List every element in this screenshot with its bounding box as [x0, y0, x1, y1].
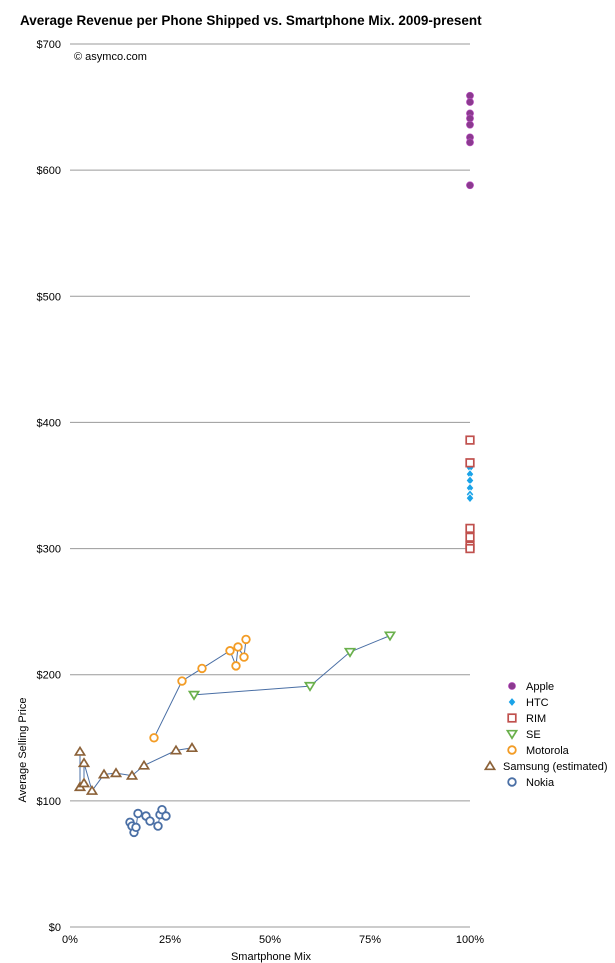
data-point-nokia — [157, 804, 167, 815]
y-tick-label: $300 — [37, 544, 61, 556]
data-point-nokia — [133, 808, 143, 819]
chart-title: Average Revenue per Phone Shipped vs. Sm… — [20, 13, 482, 28]
data-point-motorola — [231, 661, 241, 671]
legend-marker-htc — [507, 696, 517, 708]
data-point-motorola — [197, 663, 207, 674]
data-point-motorola — [233, 642, 243, 652]
legend-marker-motorola — [507, 745, 517, 755]
y-axis-label: Average Selling Price — [17, 698, 29, 803]
data-point-samsung-estimated — [125, 769, 139, 780]
legend-marker-samsung-estimated — [483, 760, 497, 771]
y-tick-label: $500 — [37, 291, 61, 303]
data-point-rim — [465, 532, 475, 542]
credit-text: © asymco.com — [74, 51, 147, 63]
data-point-apple — [466, 98, 474, 106]
data-markers — [73, 91, 475, 838]
data-point-htc — [465, 492, 475, 504]
x-axis-label: Smartphone Mix — [231, 951, 312, 963]
data-point-samsung-estimated — [73, 745, 87, 756]
axis-ticks: $0 $100 $200 $300 $400 $500 $600 $700 0% 25% 50% 75… — [37, 39, 485, 946]
legend-marker-nokia — [507, 777, 517, 787]
x-tick-label: 75% — [359, 934, 381, 946]
data-point-nokia — [145, 816, 155, 826]
data-point-se — [303, 681, 317, 692]
data-point-samsung-estimated — [169, 744, 183, 755]
data-point-se — [383, 631, 397, 642]
data-point-samsung-estimated — [77, 777, 91, 788]
legend-label-htc: HTC — [526, 697, 549, 709]
data-point-nokia — [153, 821, 163, 831]
y-tick-label: $700 — [37, 39, 61, 51]
data-point-samsung-estimated — [97, 768, 111, 779]
grid-lines — [70, 43, 470, 928]
data-point-se — [187, 690, 201, 701]
y-tick-label: $100 — [37, 796, 61, 808]
data-point-samsung-estimated — [109, 767, 123, 778]
data-point-motorola — [225, 646, 235, 656]
data-point-motorola — [149, 733, 159, 743]
series-line-3 — [193, 635, 391, 696]
x-tick-label: 50% — [259, 934, 281, 946]
data-point-samsung-estimated — [137, 759, 151, 770]
y-tick-label: $200 — [37, 670, 61, 682]
data-point-apple — [466, 138, 474, 147]
legend-label-apple: Apple — [526, 681, 554, 693]
data-point-samsung-estimated — [77, 757, 91, 768]
legend-label-se: SE — [526, 729, 541, 741]
data-point-motorola — [177, 676, 187, 686]
y-tick-label: $600 — [37, 165, 61, 177]
x-tick-label: 25% — [159, 934, 181, 946]
x-tick-label: 100% — [456, 934, 484, 946]
legend-label-motorola: Motorola — [526, 745, 570, 757]
legend-label-rim: RIM — [526, 713, 546, 725]
data-point-nokia — [131, 822, 141, 833]
y-tick-label: $400 — [37, 417, 61, 429]
data-point-se — [343, 647, 357, 658]
data-point-apple — [466, 181, 474, 190]
data-point-nokia — [161, 811, 171, 821]
data-point-samsung-estimated — [185, 742, 199, 753]
legend-label-samsung-estimated: Samsung (estimated) — [503, 761, 608, 773]
data-point-rim — [465, 523, 475, 534]
legend-label-nokia: Nokia — [526, 777, 555, 789]
data-point-motorola — [241, 634, 251, 645]
data-point-rim — [465, 543, 475, 554]
y-tick-label: $0 — [49, 922, 61, 934]
data-point-apple — [466, 120, 474, 129]
data-point-rim — [465, 458, 475, 468]
x-tick-label: 0% — [62, 934, 78, 946]
legend-marker-se — [505, 729, 519, 740]
legend-marker-apple — [508, 682, 516, 690]
data-point-motorola — [239, 652, 249, 662]
legend-marker-rim — [507, 713, 517, 723]
legend: Apple HTC RIM SE Motorola Samsung (estimated)… — [483, 681, 608, 789]
data-point-rim — [465, 435, 475, 445]
data-point-samsung-estimated — [85, 784, 99, 795]
